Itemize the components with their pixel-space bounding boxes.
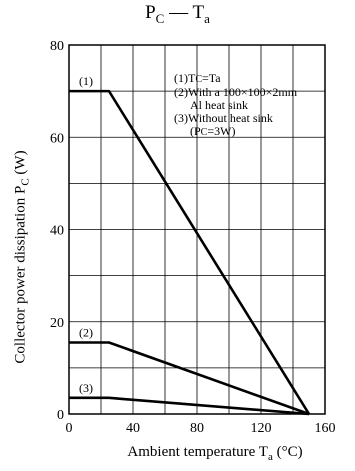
chart-title: PC — Ta (0, 2, 355, 27)
series-label-1: (1) (79, 74, 93, 88)
x-axis-label: Ambient temperature Ta (°C) (70, 444, 355, 463)
title-main-sub: C (155, 10, 165, 26)
series-label-3: (3) (79, 381, 93, 395)
x-tick-label: 120 (251, 421, 272, 436)
legend-3b-pre: (P (190, 124, 201, 138)
y-tick-label: 20 (50, 316, 64, 331)
series-line-1 (69, 89, 311, 415)
legend-item-2a: (2)With a 100×100×2mm (174, 85, 298, 99)
axis-tick-labels: 0 40 80 120 160 0 20 40 60 80 (50, 39, 336, 436)
legend-1-text: (1)T (174, 71, 196, 85)
legend-item-3a: (3)Without heat sink (174, 111, 273, 125)
title-second-sub: a (204, 10, 210, 26)
x-tick-label: 80 (190, 421, 204, 436)
legend-item-1: (1)TC=Ta (174, 72, 297, 86)
legend-1-rest: =Ta (202, 71, 221, 85)
y-tick-label: 60 (50, 131, 64, 146)
ylabel-unit: (W) (12, 150, 29, 179)
title-dash: — (164, 2, 193, 23)
xlabel-text: Ambient temperature T (127, 444, 268, 460)
y-tick-label: 0 (57, 408, 64, 423)
title-main: P (145, 2, 156, 23)
legend-item-2b: Al heat sink (190, 98, 248, 112)
series-line-3 (69, 396, 310, 416)
series-line-2 (69, 341, 310, 416)
x-tick-label: 40 (126, 421, 140, 436)
legend-3b-sub: C (200, 127, 208, 138)
ylabel-sub: C (19, 178, 32, 186)
plot-frame (68, 44, 326, 415)
y-tick-label: 40 (50, 224, 64, 239)
legend-item-3b: (PC=3W) (174, 125, 297, 139)
series-label-2: (2) (79, 326, 93, 340)
y-tick-label: 80 (50, 39, 64, 54)
xlabel-unit: (°C) (272, 444, 303, 460)
legend-box: (1)TC=Ta (2)With a 100×100×2mm Al heat s… (174, 72, 297, 139)
ylabel-text: Collector power dissipation P (12, 185, 29, 364)
legend-1-sub: C (195, 74, 202, 85)
xlabel-sub: a (267, 451, 273, 463)
x-tick-label: 0 (66, 421, 73, 436)
x-tick-label: 160 (315, 421, 336, 436)
legend-3b-post: =3W) (207, 124, 236, 138)
title-second: T (192, 2, 205, 23)
series-lines: (1) (2) (3) (69, 74, 311, 416)
y-axis-label: Collector power dissipation PC (W) (13, 150, 32, 363)
